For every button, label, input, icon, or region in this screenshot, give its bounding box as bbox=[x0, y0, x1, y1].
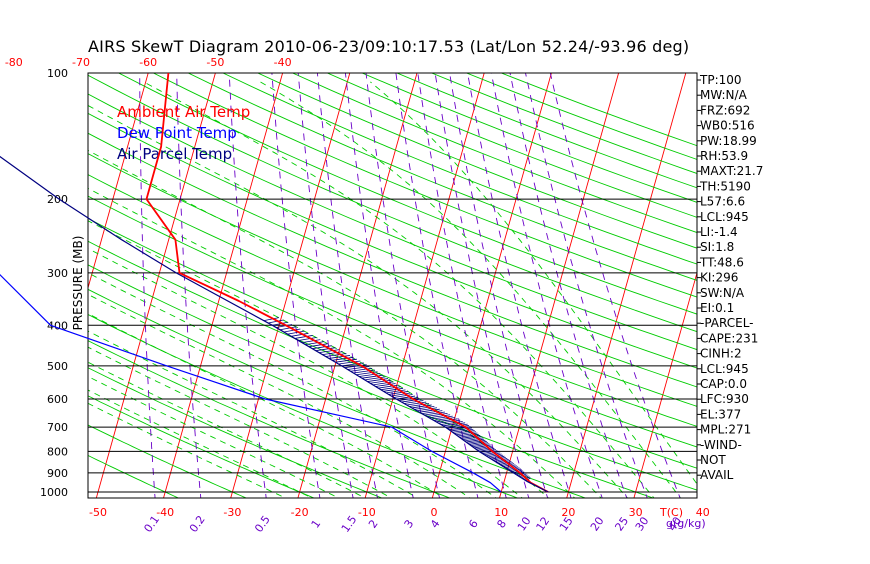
legend-entry: Dew Point Temp bbox=[117, 124, 237, 142]
stat-label: MAXT:21.7 bbox=[700, 164, 763, 178]
stat-label: NOT bbox=[700, 453, 726, 467]
pressure-tick-label: 200 bbox=[47, 193, 68, 206]
isotherm-line bbox=[298, 73, 417, 498]
mixing-ratio-line bbox=[510, 73, 628, 501]
legend-entry: Air Parcel Temp bbox=[117, 145, 232, 163]
bottom-temp-tick-label: -30 bbox=[223, 506, 241, 519]
pressure-tick-label: 900 bbox=[47, 467, 68, 480]
mixing-ratio-tick-label: 0.2 bbox=[187, 513, 208, 535]
top-temp-tick-label: -50 bbox=[206, 56, 224, 69]
stat-label: PW:18.99 bbox=[700, 134, 757, 148]
stat-label: RH:53.9 bbox=[700, 149, 748, 163]
stat-label: WB0:516 bbox=[700, 119, 755, 133]
pressure-tick-label: 800 bbox=[47, 445, 68, 458]
top-temp-tick-label: -70 bbox=[72, 56, 90, 69]
stat-label: -WIND- bbox=[700, 438, 742, 452]
isotherm-line bbox=[768, 73, 870, 498]
mixing-ratio-tick-label: 1.5 bbox=[339, 513, 360, 535]
mixing-ratio-tick-label: 4 bbox=[428, 517, 443, 530]
stat-label: LFC:930 bbox=[700, 392, 749, 406]
mixing-ratio-tick-label: 6 bbox=[466, 517, 481, 530]
pressure-tick-label: 500 bbox=[47, 360, 68, 373]
stat-label: TT:48.6 bbox=[699, 255, 744, 269]
legend-entry: Ambient Air Temp bbox=[117, 103, 250, 121]
pressure-tick-label: 700 bbox=[47, 421, 68, 434]
mixing-ratio-tick-label: 2 bbox=[366, 517, 381, 530]
chart-title: AIRS SkewT Diagram 2010-06-23/09:10:17.5… bbox=[88, 37, 689, 56]
bottom-temp-tick-label: -50 bbox=[89, 506, 107, 519]
dry-adiabat-line bbox=[258, 73, 870, 501]
moist-adiabat-line bbox=[0, 221, 291, 501]
stat-label: MW:N/A bbox=[700, 88, 748, 102]
mixing-ratio-tick-label: 8 bbox=[494, 517, 509, 530]
mixing-ratio-tick-label: 1 bbox=[309, 517, 324, 530]
dry-adiabat-line bbox=[188, 73, 870, 501]
bottom-temp-tick-label: -20 bbox=[291, 506, 309, 519]
mixing-ratio-tick-label: 0.5 bbox=[252, 513, 273, 535]
mixing-ratio-tick-label: 3 bbox=[402, 517, 417, 530]
y-axis-label: PRESSURE (MB) bbox=[71, 236, 85, 331]
stat-label: AVAIL bbox=[700, 468, 734, 482]
stat-label: FRZ:692 bbox=[700, 103, 750, 117]
stat-label: CINH:2 bbox=[700, 347, 742, 361]
stat-label: LCL:945 bbox=[700, 210, 749, 224]
stat-label: EI:0.1 bbox=[700, 301, 734, 315]
pressure-tick-label: 300 bbox=[47, 267, 68, 280]
bottom-temp-tick-label: -40 bbox=[156, 506, 174, 519]
stat-label: -PARCEL- bbox=[700, 316, 754, 330]
moist-adiabat-line bbox=[0, 82, 604, 501]
isotherm-line bbox=[0, 73, 81, 498]
stat-label: EL:377 bbox=[700, 407, 741, 421]
mixing-ratio-tick-label: 12 bbox=[534, 515, 553, 534]
isotherm-line bbox=[0, 73, 14, 498]
stat-label: CAPE:231 bbox=[700, 331, 758, 345]
isotherm-line bbox=[365, 73, 484, 498]
stat-label: CAP:0.0 bbox=[700, 377, 747, 391]
top-temp-tick-label: -60 bbox=[139, 56, 157, 69]
mixing-ratio-line bbox=[491, 73, 603, 501]
top-temp-tick-label: -80 bbox=[5, 56, 23, 69]
stat-label: L57:6.6 bbox=[700, 195, 745, 209]
stat-label: LI:-1.4 bbox=[700, 225, 738, 239]
stat-label: TP:100 bbox=[699, 73, 742, 87]
pressure-tick-label: 1000 bbox=[40, 486, 68, 499]
pressure-tick-label: 100 bbox=[47, 67, 68, 80]
bottom-temp-tick-label: 10 bbox=[494, 506, 508, 519]
isotherm-line bbox=[567, 73, 686, 498]
dry-adiabat-line bbox=[362, 73, 870, 501]
stat-label: KI:296 bbox=[700, 271, 738, 285]
stat-label: TH:5190 bbox=[699, 179, 751, 193]
bottom-temp-tick-label: 0 bbox=[431, 506, 438, 519]
mixing-ratio-axis-label: g(g/kg) bbox=[666, 517, 706, 530]
stat-label: SW:N/A bbox=[700, 286, 745, 300]
bottom-temp-tick-label: -10 bbox=[358, 506, 376, 519]
mixing-ratio-tick-label: 20 bbox=[588, 515, 607, 534]
top-temp-tick-label: -40 bbox=[274, 56, 292, 69]
dry-adiabat-line bbox=[0, 73, 662, 501]
mixing-ratio-tick-label: 10 bbox=[515, 515, 534, 534]
dry-adiabat-line bbox=[293, 73, 870, 501]
stat-label: SI:1.8 bbox=[700, 240, 734, 254]
dry-adiabat-line bbox=[223, 73, 870, 501]
stat-label: MPL:271 bbox=[700, 423, 751, 437]
pressure-tick-label: 600 bbox=[47, 393, 68, 406]
stat-label: LCL:945 bbox=[700, 362, 749, 376]
